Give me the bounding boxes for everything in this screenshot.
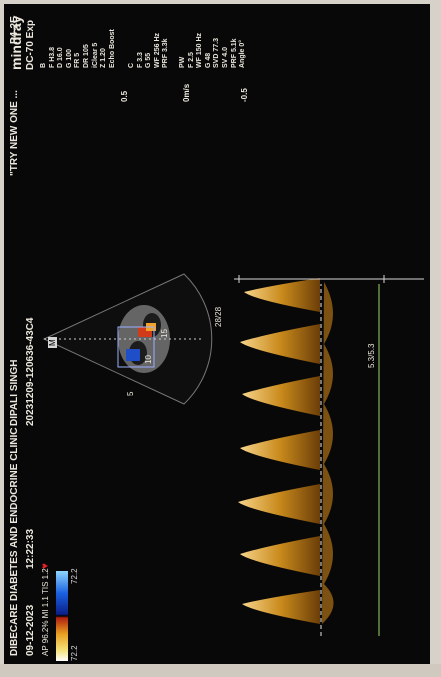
doppler-peak	[242, 376, 320, 416]
doppler-reverse-flow	[322, 282, 334, 624]
ultrasound-screen: DIBECARE DIABETES AND ENDOCRINE CLINIC D…	[4, 4, 430, 664]
sector-inset	[42, 273, 213, 405]
ultrasound-display: DIBECARE DIABETES AND ENDOCRINE CLINIC D…	[4, 4, 430, 664]
doppler-waveforms	[238, 278, 334, 624]
scale-readout: 5.3/5.3	[367, 343, 376, 368]
velocity-scale	[234, 275, 424, 283]
doppler-peak	[240, 324, 320, 364]
doppler-peak	[244, 278, 320, 312]
doppler-peak	[240, 430, 320, 470]
doppler-spectrum	[234, 275, 424, 636]
doppler-peak	[242, 590, 320, 624]
doppler-peak	[240, 536, 320, 576]
doppler-peak	[238, 484, 320, 524]
